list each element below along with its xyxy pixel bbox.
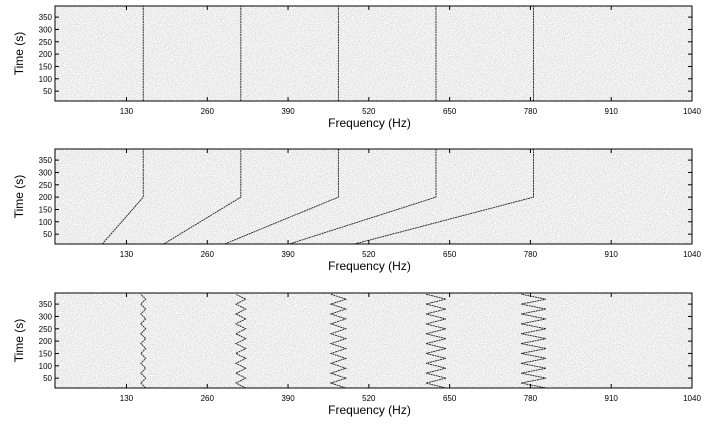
x-tick-label: 650 [443,107,457,116]
x-tick-label: 910 [605,250,619,259]
y-tick-label: 100 [39,75,53,84]
x-tick-label: 910 [605,107,619,116]
x-tick-label: 1040 [683,394,701,403]
plot-frame [54,292,693,389]
x-tick-label: 780 [524,250,538,259]
y-tick-label: 250 [39,325,53,334]
y-tick-label: 350 [39,156,53,165]
x-tick-label: 780 [524,107,538,116]
track-line [329,293,348,388]
x-tick-label: 130 [120,107,134,116]
plot-frame [54,5,693,102]
y-tick-label: 200 [39,337,53,346]
x-tick-label: 390 [281,107,295,116]
y-tick-label: 100 [39,362,53,371]
track-line [234,293,247,388]
x-tick-label: 260 [201,107,215,116]
x-tick-label: 1040 [683,250,701,259]
track-line [101,149,144,244]
track-line [354,149,534,244]
y-tick-label: 150 [39,62,53,71]
x-tick-label: 1040 [683,107,701,116]
noise-texture [55,6,692,101]
track-line [163,149,242,244]
x-tick-label: 520 [362,107,376,116]
x-tick-label: 260 [201,250,215,259]
y-tick-label: 50 [43,230,52,239]
x-tick-label: 130 [120,394,134,403]
y-tick-label: 250 [39,181,53,190]
x-tick-label: 650 [443,250,457,259]
track-line [224,149,339,244]
y-tick-label: 300 [39,25,53,34]
noise-texture [55,293,692,388]
y-axis-title: Time (s) [12,319,26,363]
x-tick-label: 130 [120,250,134,259]
y-tick-label: 50 [43,374,52,383]
noise-texture [55,149,692,244]
x-tick-label: 390 [281,394,295,403]
x-tick-label: 650 [443,394,457,403]
x-axis-title: Frequency (Hz) [328,116,411,130]
y-tick-label: 350 [39,300,53,309]
y-tick-label: 300 [39,168,53,177]
track-line [521,293,547,388]
y-tick-label: 150 [39,349,53,358]
panel: 130 260 390 520 650 780 910 1040 50 100 150 200 250 3… [12,148,701,273]
y-axis-title: Time (s) [12,32,26,76]
x-axis-title: Frequency (Hz) [328,403,411,417]
x-tick-label: 780 [524,394,538,403]
x-tick-label: 390 [281,250,295,259]
track-line [289,149,437,244]
x-tick-label: 520 [362,394,376,403]
y-tick-label: 50 [43,87,52,96]
x-tick-label: 260 [201,394,215,403]
y-axis-title: Time (s) [12,175,26,219]
y-tick-label: 100 [39,218,53,227]
y-tick-label: 150 [39,205,53,214]
panel: 130 260 390 520 650 780 910 1040 50 100 150 200 250 3… [12,292,701,417]
plot-frame [54,148,693,245]
y-tick-label: 350 [39,13,53,22]
x-axis-title: Frequency (Hz) [328,259,411,273]
y-tick-label: 250 [39,38,53,47]
x-tick-label: 520 [362,250,376,259]
x-tick-label: 910 [605,394,619,403]
y-tick-label: 200 [39,50,53,59]
y-tick-label: 300 [39,312,53,321]
y-tick-label: 200 [39,193,53,202]
track-line [140,293,147,388]
panel: 130 260 390 520 650 780 910 1040 50 100 150 200 250 3… [12,5,701,130]
